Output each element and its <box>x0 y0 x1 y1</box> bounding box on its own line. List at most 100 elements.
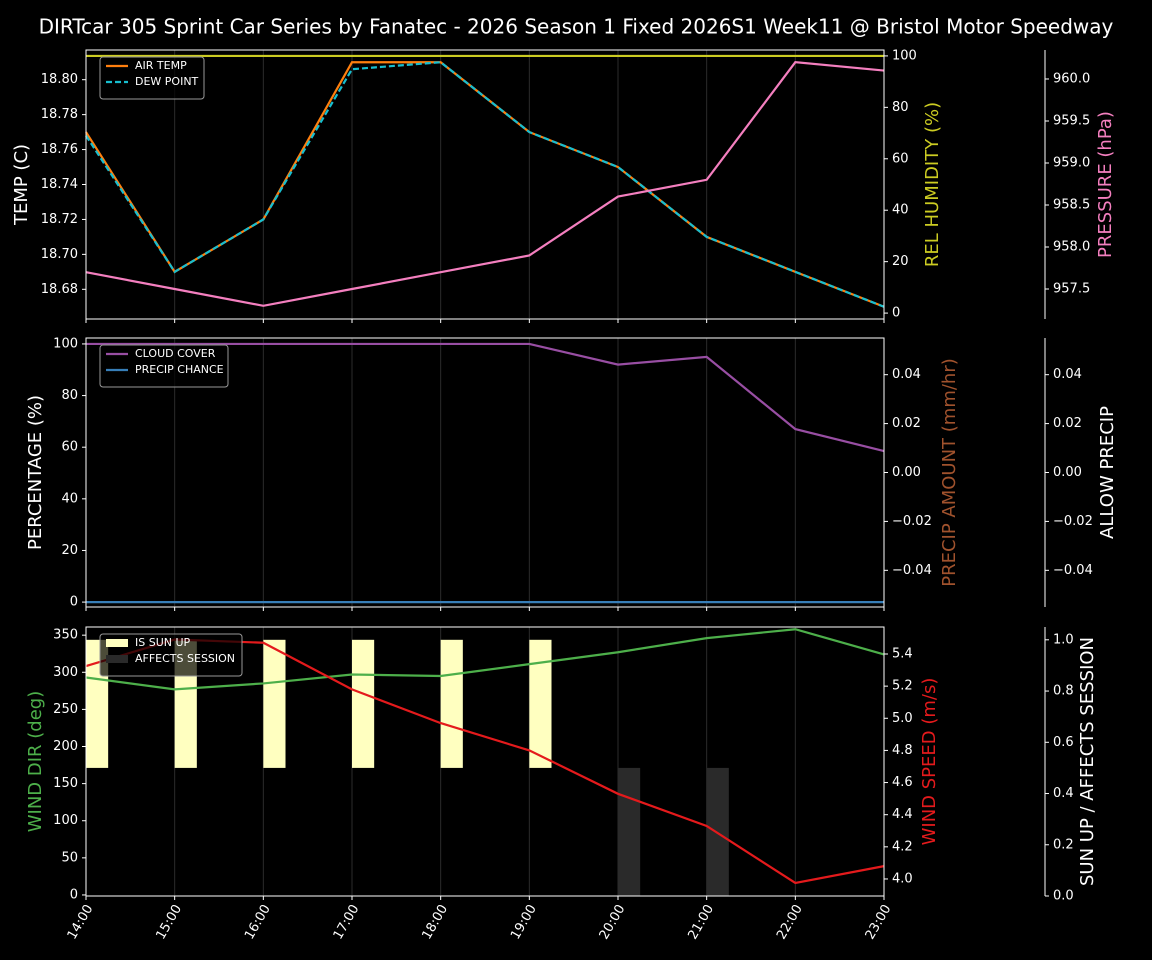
axis-label: REL HUMIDITY (%) <box>922 102 943 267</box>
y2-tick-label: 5.2 <box>892 679 913 694</box>
x-tick-label: 20:00 <box>597 902 629 942</box>
bar <box>618 767 641 896</box>
x-tick-label: 17:00 <box>331 902 363 942</box>
y2-tick-label: 5.0 <box>892 711 913 726</box>
y-tick-label: 300 <box>53 665 78 680</box>
y3-tick-label: 0.0 <box>1053 889 1074 904</box>
y2-tick-label: 0 <box>892 306 900 321</box>
y-tick-label: 18.74 <box>41 177 78 192</box>
y2-tick-label: 0.04 <box>892 367 921 382</box>
y2-tick-label: 5.4 <box>892 646 913 661</box>
x-tick-label: 14:00 <box>65 902 97 942</box>
bar <box>263 639 286 768</box>
y2-tick-label: 4.8 <box>892 743 913 758</box>
y2-tick-label: 40 <box>892 203 909 218</box>
x-tick-label: 23:00 <box>863 902 895 942</box>
y-tick-label: 18.68 <box>41 282 78 297</box>
legend-swatch <box>106 639 128 647</box>
y2-tick-label: −0.04 <box>892 563 932 578</box>
y-tick-label: 60 <box>61 440 78 455</box>
y3-tick-label: 0.6 <box>1053 735 1074 750</box>
y2-tick-label: −0.02 <box>892 514 932 529</box>
y-tick-label: 100 <box>53 336 78 351</box>
y-tick-label: 0 <box>70 595 78 610</box>
x-tick-label: 22:00 <box>774 902 806 942</box>
axis-label: PERCENTAGE (%) <box>25 395 46 550</box>
line <box>85 61 885 307</box>
axis-label: SUN UP / AFFECTS SESSION <box>1077 637 1098 886</box>
y2-tick-label: 20 <box>892 254 909 269</box>
y3-tick-label: 959.0 <box>1053 155 1090 170</box>
y3-tick-label: 958.0 <box>1053 240 1090 255</box>
bar <box>352 639 375 768</box>
y2-tick-label: 4.2 <box>892 839 913 854</box>
legend-label: DEW POINT <box>135 75 199 88</box>
y3-tick-label: 1.0 <box>1053 632 1074 647</box>
y-tick-label: 20 <box>61 543 78 558</box>
legend-label: PRECIP CHANCE <box>135 363 224 376</box>
legend-label: AFFECTS SESSION <box>135 652 235 665</box>
y-tick-label: 18.76 <box>41 142 78 157</box>
y3-tick-label: 0.8 <box>1053 684 1074 699</box>
legend-box <box>99 344 229 388</box>
axis-label: WIND DIR (deg) <box>25 691 46 833</box>
legend-label: AIR TEMP <box>135 59 187 72</box>
y2-tick-label: 0.00 <box>892 465 921 480</box>
y3-tick-label: 958.5 <box>1053 197 1090 212</box>
y-tick-label: 250 <box>53 702 78 717</box>
y3-tick-label: 959.5 <box>1053 113 1090 128</box>
y-tick-label: 50 <box>61 850 78 865</box>
y3-tick-label: 0.04 <box>1053 367 1082 382</box>
legend-label: IS SUN UP <box>135 636 191 649</box>
y-tick-label: 18.78 <box>41 107 78 122</box>
axis-label: ALLOW PRECIP <box>1097 406 1118 539</box>
y3-tick-label: 960.0 <box>1053 71 1090 86</box>
chart-title: DIRTcar 305 Sprint Car Series by Fanatec… <box>39 15 1114 39</box>
y-tick-label: 18.80 <box>41 72 78 87</box>
line <box>85 61 885 308</box>
line <box>86 342 885 453</box>
y2-tick-label: 60 <box>892 151 909 166</box>
y-tick-label: 0 <box>70 887 78 902</box>
y3-tick-label: 0.4 <box>1053 786 1074 801</box>
y-tick-label: 80 <box>61 388 78 403</box>
line <box>85 61 885 308</box>
x-tick-label: 16:00 <box>242 902 274 942</box>
legend-swatch <box>106 655 128 663</box>
x-tick-label: 15:00 <box>153 902 185 942</box>
axis-label: WIND SPEED (m/s) <box>919 678 940 846</box>
y-tick-label: 200 <box>53 739 78 754</box>
y-tick-label: 18.70 <box>41 247 78 262</box>
plot-frame <box>85 49 885 320</box>
x-tick-label: 19:00 <box>508 902 540 942</box>
y3-tick-label: 0.00 <box>1053 465 1082 480</box>
y2-tick-label: 4.6 <box>892 775 913 790</box>
y3-tick-label: −0.04 <box>1053 563 1093 578</box>
y2-tick-label: 100 <box>892 48 917 63</box>
x-tick-label: 21:00 <box>685 902 717 942</box>
legend-label: CLOUD COVER <box>135 347 216 360</box>
axis-label: PRECIP AMOUNT (mm/hr) <box>939 358 960 587</box>
y3-tick-label: 0.02 <box>1053 416 1082 431</box>
legend-box <box>99 633 243 677</box>
y-tick-label: 150 <box>53 776 78 791</box>
legend-box <box>99 56 205 100</box>
bar <box>529 639 552 768</box>
plot-frame <box>85 337 885 608</box>
y2-tick-label: 4.4 <box>892 807 913 822</box>
x-tick-label: 18:00 <box>419 902 451 942</box>
y-tick-label: 350 <box>53 628 78 643</box>
line <box>85 628 885 691</box>
y-tick-label: 18.72 <box>41 212 78 227</box>
bar <box>440 639 463 768</box>
y2-tick-label: 0.02 <box>892 416 921 431</box>
y-tick-label: 40 <box>61 491 78 506</box>
y-tick-label: 100 <box>53 813 78 828</box>
plot-frame <box>85 626 885 897</box>
axis-label: TEMP (C) <box>11 144 32 226</box>
y2-tick-label: 4.0 <box>892 871 913 886</box>
y2-tick-label: 80 <box>892 100 909 115</box>
y3-tick-label: 0.2 <box>1053 837 1074 852</box>
